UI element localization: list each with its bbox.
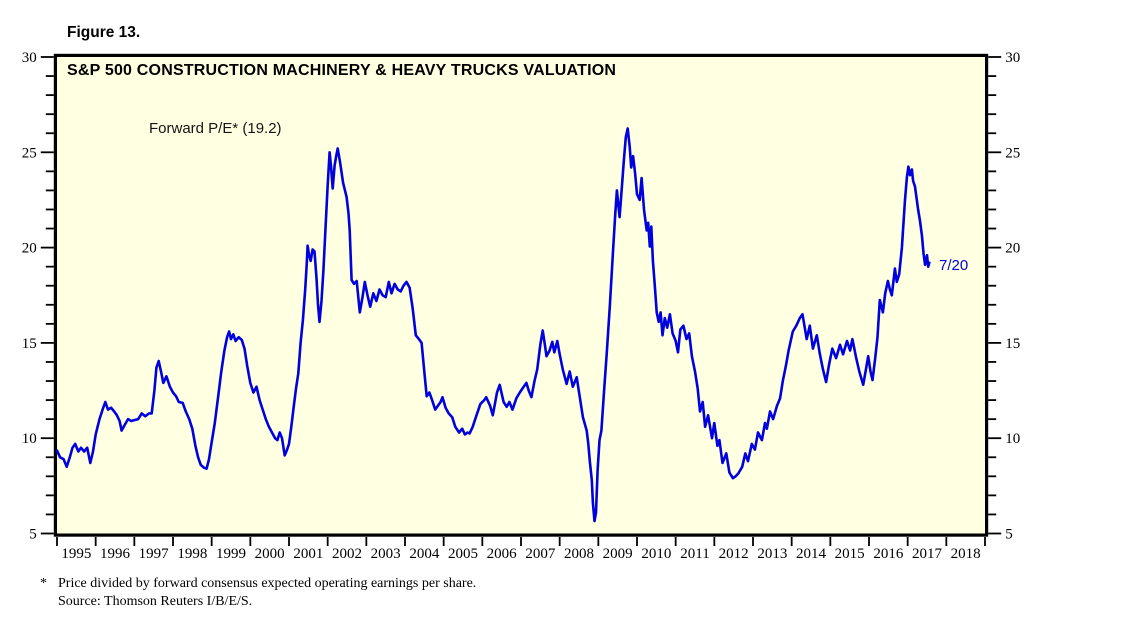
x-tick-label: 2015 [835,546,865,562]
x-tick-label: 2011 [680,546,709,562]
y-tick-label-right: 10 [1005,431,1020,447]
y-tick-label-left: 20 [22,241,37,257]
figure-label: Figure 13. [67,24,141,41]
x-tick-label: 2009 [603,546,633,562]
x-tick-label: 2012 [719,546,749,562]
y-tick-label-right: 25 [1005,145,1020,161]
forward-pe-line [55,127,931,523]
x-tick-label: 2001 [293,546,323,562]
x-tick-label: 2006 [487,546,518,562]
x-tick-label: 2014 [796,546,827,562]
series-label: Forward P/E* (19.2) [149,120,282,137]
x-tick-label: 1995 [61,546,91,562]
x-tick-label: 2005 [448,546,478,562]
footnote-marker: * [40,576,47,591]
x-tick-label: 2017 [912,546,943,562]
latest-value-date-label: 7/20 [939,257,969,274]
x-tick-label: 1998 [177,546,207,562]
footnote-line1: Price divided by forward consensus expec… [58,576,477,591]
x-tick-label: 2000 [255,546,285,562]
y-tick-label-left: 10 [22,431,37,447]
x-tick-label: 2018 [951,546,981,562]
x-tick-label: 2004 [409,546,440,562]
x-tick-label: 1996 [100,546,131,562]
y-tick-label-left: 15 [22,336,37,352]
y-tick-label-left: 30 [22,50,37,66]
footnote-line2: Source: Thomson Reuters I/B/E/S. [58,594,253,609]
chart-title: S&P 500 CONSTRUCTION MACHINERY & HEAVY T… [67,62,617,79]
y-tick-label-left: 5 [29,527,37,543]
y-tick-label-right: 5 [1005,527,1013,543]
x-tick-label: 2003 [371,546,401,562]
x-tick-label: 2008 [564,546,594,562]
axis-tick-labels: 5 5 10 10 15 15 20 20 25 25 30 30 1995 1996 1997 1998 19… [22,50,1020,562]
x-tick-label: 1999 [216,546,246,562]
x-tick-label: 2002 [332,546,362,562]
x-tick-label: 2013 [757,546,787,562]
x-tick-label: 2010 [641,546,671,562]
x-tick-label: 2016 [873,546,904,562]
axis-ticks [40,56,1002,546]
footnote: * Price divided by forward consensus exp… [40,575,476,611]
y-tick-label-right: 15 [1005,336,1020,352]
y-tick-label-right: 30 [1005,50,1020,66]
y-tick-label-right: 20 [1005,241,1020,257]
x-tick-label: 2007 [525,546,556,562]
x-tick-label: 1997 [139,546,170,562]
y-tick-label-left: 25 [22,145,37,161]
